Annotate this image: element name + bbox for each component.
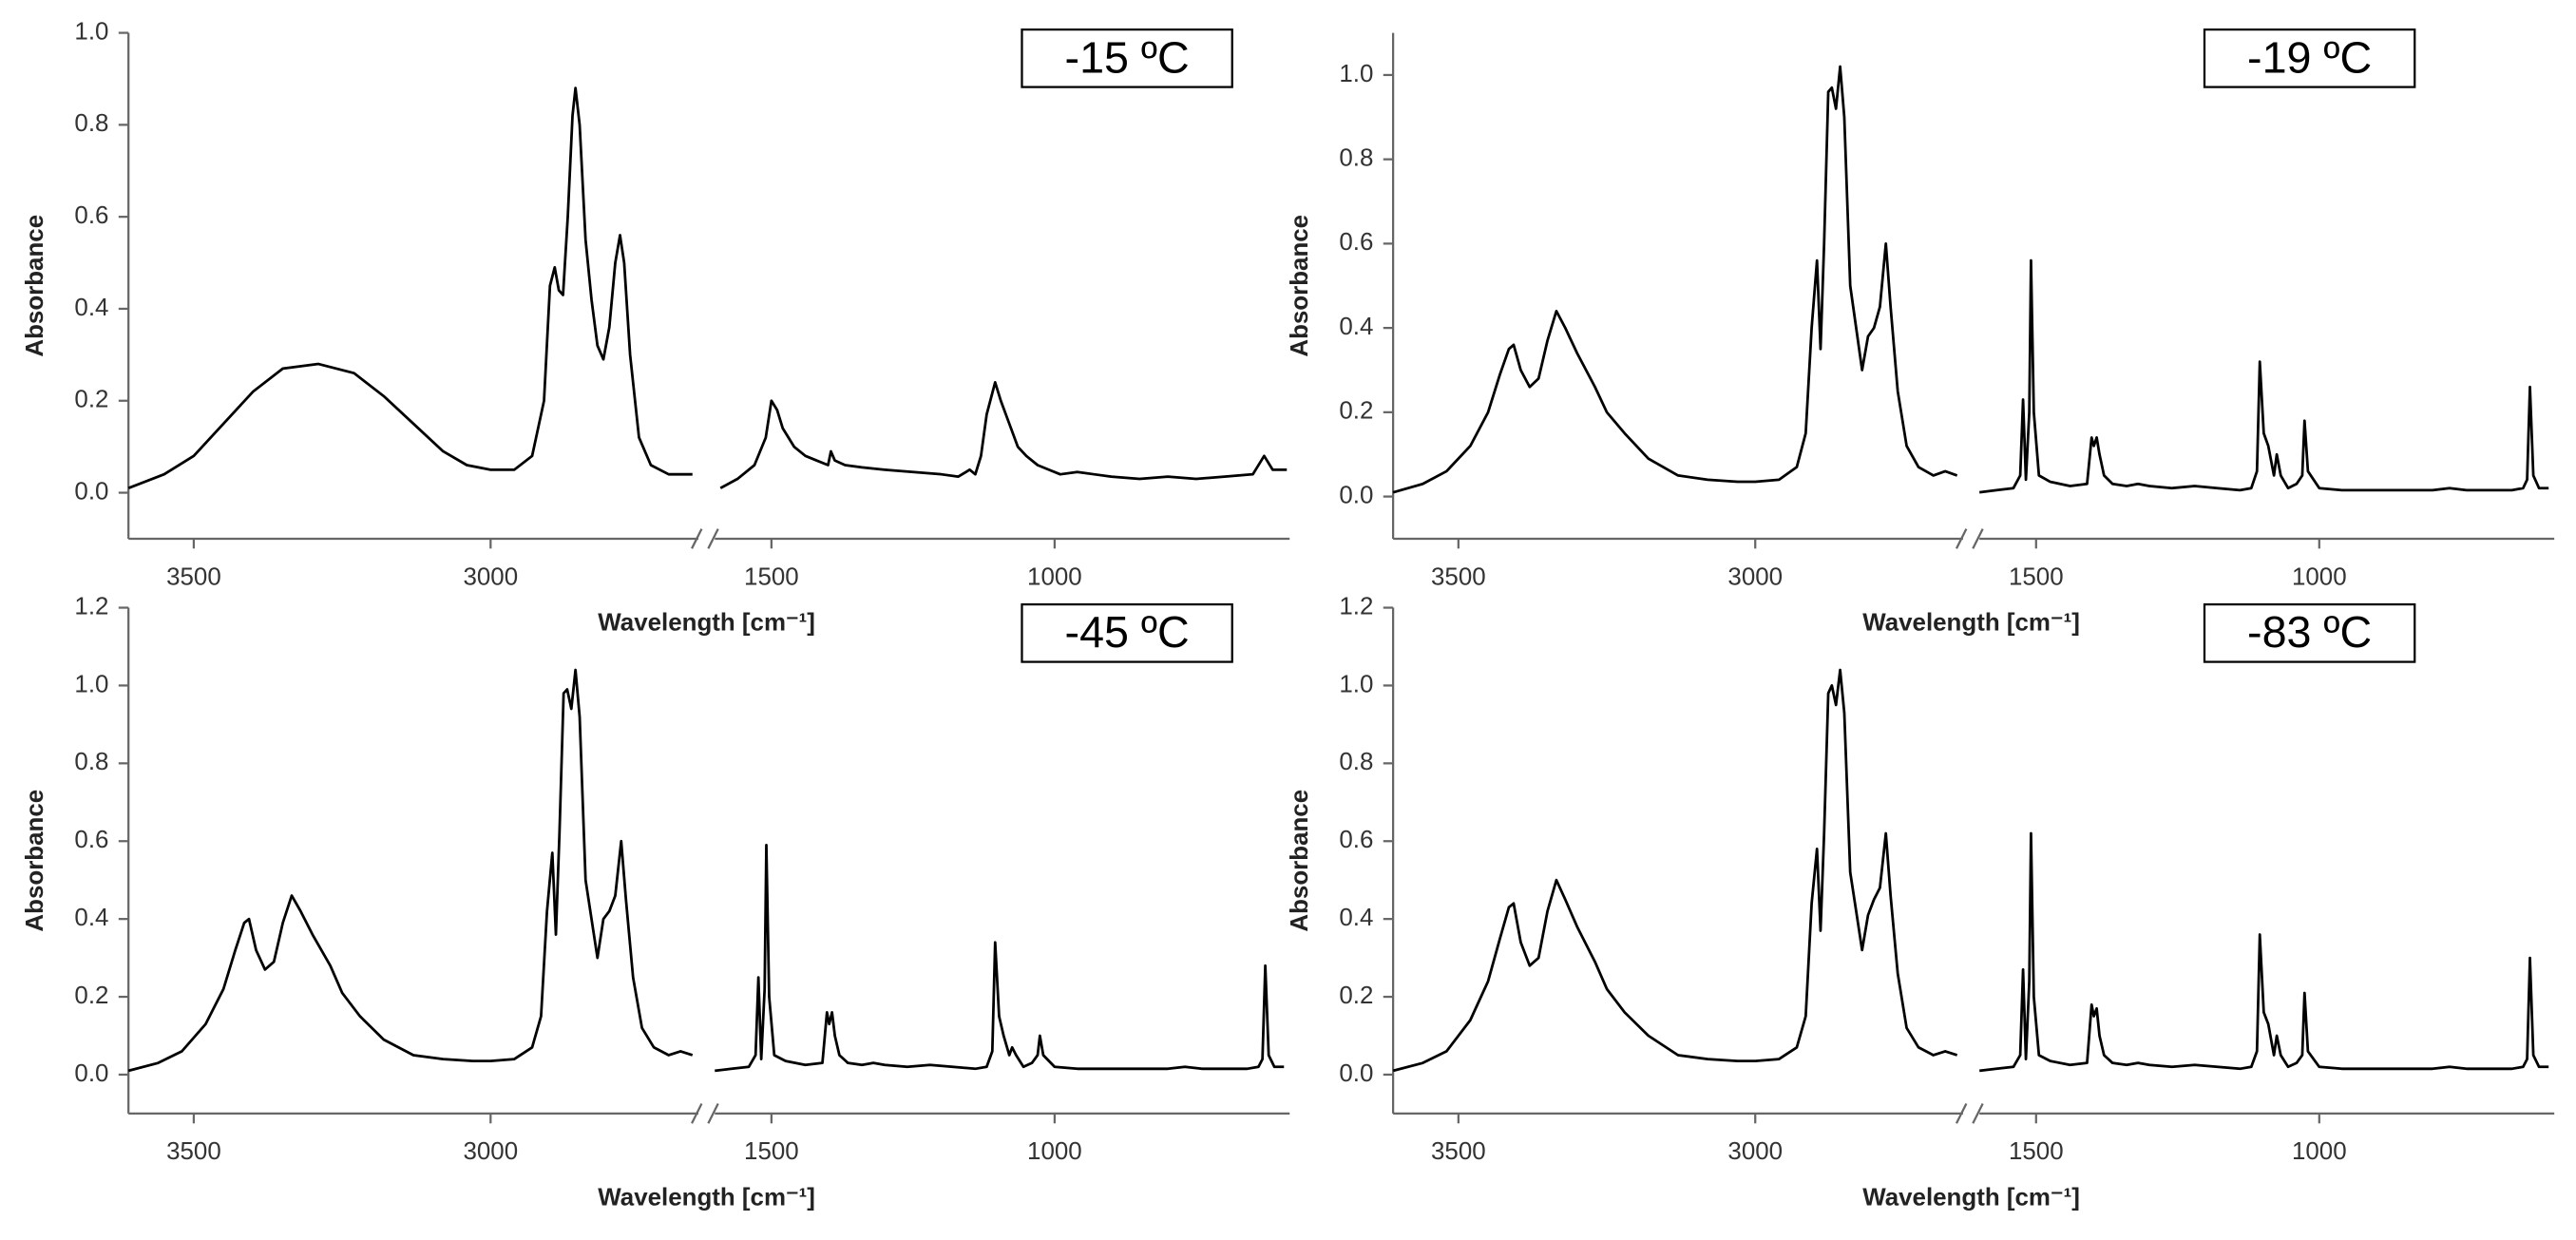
y-axis-label: Absorbance	[22, 790, 48, 932]
x-tick-label: 1000	[1027, 1138, 1082, 1165]
y-tick-label: 0.2	[1339, 982, 1373, 1009]
temperature-label: -45 ºC	[1065, 607, 1190, 657]
y-tick-label: 1.2	[74, 593, 108, 620]
y-tick-label: 0.0	[1339, 1060, 1373, 1087]
y-tick-label: 0.8	[1339, 145, 1373, 172]
temperature-box	[2203, 602, 2416, 663]
y-tick-label: 0.4	[74, 905, 108, 931]
y-tick-label: 0.0	[1339, 482, 1373, 508]
y-tick-label: 1.0	[1339, 61, 1373, 87]
x-axis-label: Wavelength [cm⁻¹]	[1862, 610, 2080, 637]
temperature-box	[1021, 28, 1233, 88]
temperature-box	[2203, 28, 2416, 88]
y-tick-label: 0.6	[1339, 229, 1373, 256]
x-tick-label: 1000	[1027, 563, 1082, 590]
x-tick-label: 1500	[744, 1138, 799, 1165]
spectrum-line	[1392, 65, 1958, 494]
x-tick-label: 3000	[1727, 1138, 1783, 1165]
y-tick-label: 0.6	[74, 827, 108, 853]
y-tick-label: 1.0	[74, 671, 108, 697]
x-tick-label: 3500	[1431, 563, 1486, 590]
y-tick-label: 1.2	[1339, 593, 1373, 620]
y-tick-label: 0.2	[74, 982, 108, 1009]
x-tick-label: 3000	[1727, 563, 1783, 590]
axis-break	[1972, 1103, 1984, 1124]
y-axis-label: Absorbance	[1287, 790, 1313, 932]
spectrum-line	[127, 86, 693, 489]
y-tick-label: 0.4	[74, 295, 108, 321]
y-tick-label: 0.8	[1339, 749, 1373, 775]
y-tick-label: 0.0	[74, 1060, 108, 1087]
axis-break	[691, 1103, 703, 1124]
spectrum-line	[1979, 258, 2549, 494]
temperature-label: -15 ºC	[1065, 32, 1190, 82]
axis-break	[1955, 1103, 1968, 1124]
y-tick-label: 0.0	[74, 478, 108, 505]
y-axis-label: Absorbance	[1287, 215, 1313, 357]
x-tick-label: 1500	[2009, 1138, 2064, 1165]
x-axis-label: Wavelength [cm⁻¹]	[1862, 1185, 2080, 1211]
x-tick-label: 3500	[166, 1138, 221, 1165]
axis-break	[707, 528, 719, 549]
axis-break	[1955, 528, 1968, 549]
x-tick-label: 1500	[744, 563, 799, 590]
y-tick-label: 1.0	[74, 18, 108, 45]
spectrum-line	[719, 381, 1288, 489]
y-axis-label: Absorbance	[22, 215, 48, 357]
y-tick-label: 0.8	[74, 110, 108, 137]
temperature-label: -19 ºC	[2247, 32, 2372, 82]
y-tick-label: 0.6	[1339, 827, 1373, 853]
spectrum-line	[715, 843, 1285, 1073]
x-tick-label: 3000	[463, 1138, 518, 1165]
axis-break	[691, 528, 703, 549]
x-tick-label: 3000	[463, 563, 518, 590]
temperature-box	[1021, 602, 1233, 663]
x-tick-label: 1000	[2292, 1138, 2347, 1165]
y-tick-label: 0.4	[1339, 905, 1373, 931]
x-axis-label: Wavelength [cm⁻¹]	[598, 1185, 815, 1211]
axis-break	[1972, 528, 1984, 549]
spectrum-line	[127, 668, 694, 1073]
y-tick-label: 0.2	[74, 387, 108, 413]
x-tick-label: 3500	[1431, 1138, 1486, 1165]
spectrum-line	[1979, 831, 2549, 1073]
spectrum-line	[1392, 668, 1958, 1073]
x-axis-label: Wavelength [cm⁻¹]	[598, 610, 815, 637]
x-tick-label: 1000	[2292, 563, 2347, 590]
y-tick-label: 0.8	[74, 749, 108, 775]
x-tick-label: 3500	[166, 563, 221, 590]
y-tick-label: 0.6	[74, 202, 108, 229]
y-tick-label: 0.2	[1339, 398, 1373, 425]
axis-break	[707, 1103, 719, 1124]
y-tick-label: 0.4	[1339, 314, 1373, 340]
x-tick-label: 1500	[2009, 563, 2064, 590]
temperature-label: -83 ºC	[2247, 607, 2372, 657]
y-tick-label: 1.0	[1339, 671, 1373, 697]
